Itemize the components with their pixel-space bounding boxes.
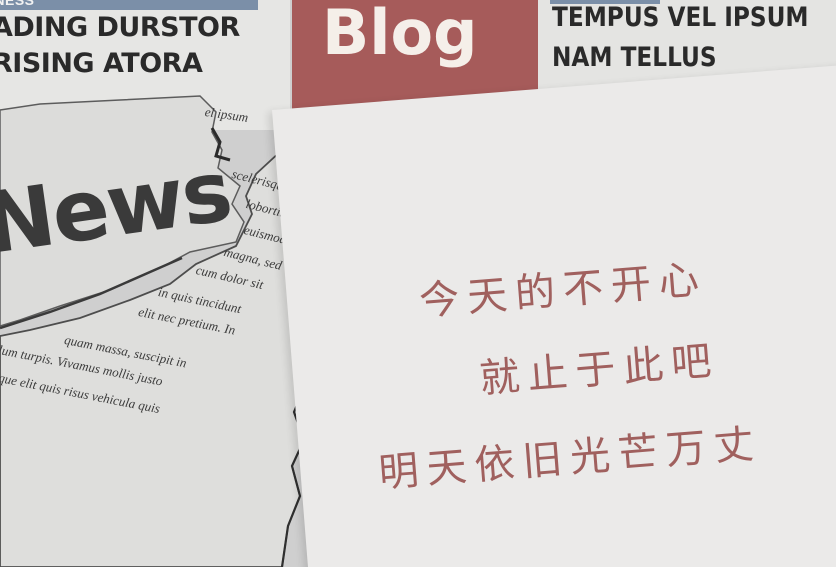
headline-2: RISING ATORA — [0, 48, 203, 79]
section-label: INESS — [0, 0, 35, 8]
blog-label: Blog — [322, 0, 478, 69]
right-headline-1: TEMPUS VEL IPSUM — [552, 2, 809, 33]
note-line-1: 今天的不开心 — [417, 256, 709, 325]
right-headline-2: NAM TELLUS — [552, 42, 717, 73]
newspaper-right: TEMPUS VEL IPSUM NAM TELLUS — [538, 0, 836, 90]
note-line-2: 就止于此吧 — [477, 337, 721, 403]
note-line-3: 明天依旧光芒万丈 — [377, 420, 764, 497]
section-bar: INESS — [0, 0, 258, 10]
note-card: 今天的不开心 就止于此吧 明天依旧光芒万丈 — [272, 61, 836, 567]
headline-1: ADING DURSTOR — [0, 12, 240, 43]
section-bar-right — [550, 0, 660, 4]
